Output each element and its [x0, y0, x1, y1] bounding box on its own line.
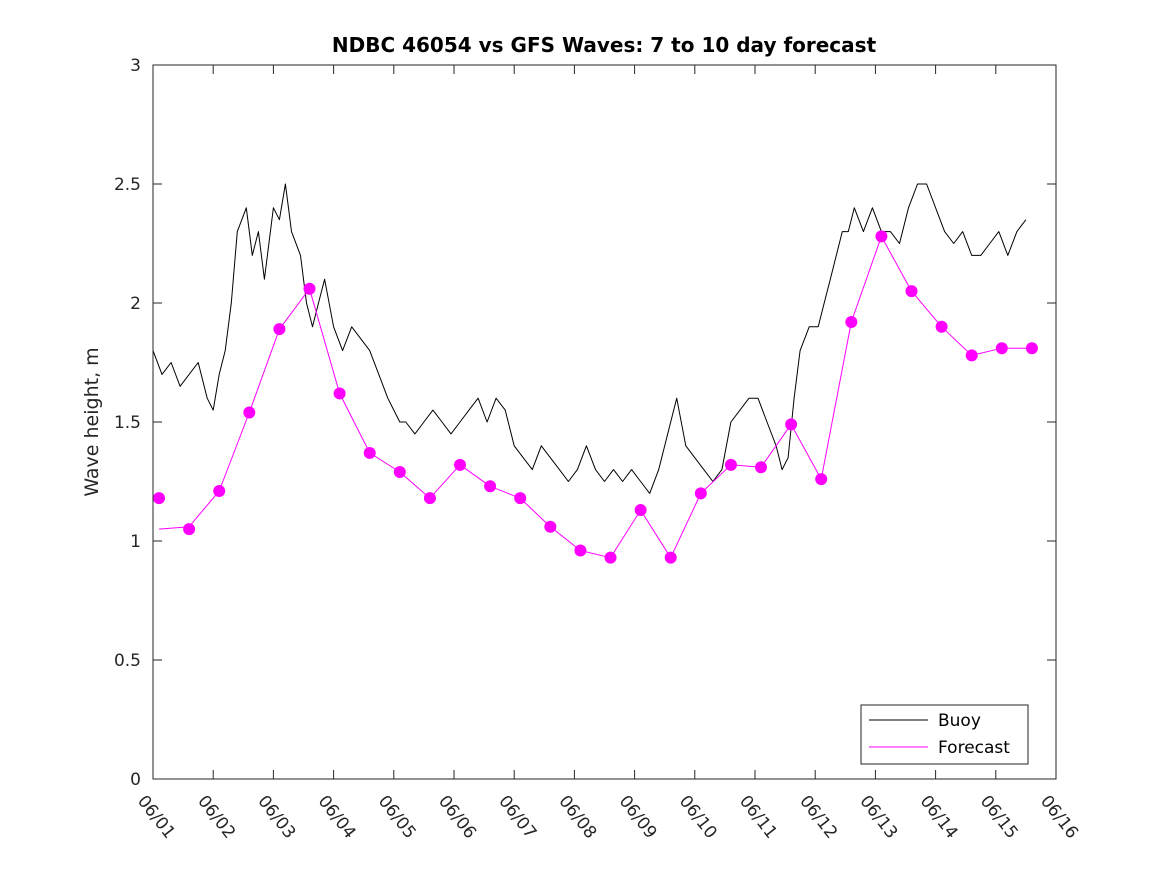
forecast-marker — [935, 320, 948, 333]
series-line-forecast — [158, 235, 1032, 559]
forecast-marker — [604, 551, 617, 564]
forecast-marker — [664, 551, 677, 564]
legend-forecast-label: Forecast — [938, 738, 1010, 758]
forecast-marker — [574, 544, 587, 557]
legend-box — [860, 704, 1029, 765]
forecast-marker — [905, 285, 918, 298]
forecast-marker — [1025, 342, 1038, 355]
chart-title: NDBC 46054 vs GFS Waves: 7 to 10 day for… — [332, 33, 877, 57]
forecast-marker — [183, 523, 196, 536]
forecast-marker — [303, 282, 316, 295]
forecast-marker — [153, 492, 166, 505]
forecast-marker — [875, 230, 888, 243]
y-tick-label: 0.5 — [114, 651, 141, 671]
y-tick-label: 3 — [130, 56, 141, 76]
forecast-marker — [755, 461, 768, 474]
y-axis: 0 0.5 1 1.5 2 2.5 3 — [114, 56, 1056, 790]
forecast-marker — [423, 492, 436, 505]
forecast-marker — [484, 480, 497, 493]
y-axis-label: Wave height, m — [81, 347, 103, 496]
forecast-marker — [273, 323, 286, 336]
y-tick-label: 1 — [130, 532, 141, 552]
forecast-marker — [454, 458, 467, 471]
forecast-marker — [514, 492, 527, 505]
forecast-marker — [333, 387, 346, 400]
forecast-markers — [153, 230, 1038, 564]
forecast-marker — [965, 349, 978, 362]
legend: Buoy Forecast — [860, 704, 1029, 765]
series-line-buoy — [152, 183, 1027, 494]
forecast-marker — [724, 458, 737, 471]
plot-lines — [152, 183, 1032, 559]
forecast-marker — [815, 473, 828, 486]
legend-buoy-label: Buoy — [938, 711, 981, 731]
forecast-marker — [363, 446, 376, 459]
forecast-marker — [544, 520, 557, 533]
forecast-marker — [634, 504, 647, 517]
forecast-marker — [785, 418, 798, 431]
forecast-marker — [694, 487, 707, 500]
y-tick-label: 0 — [130, 770, 141, 790]
forecast-marker — [995, 342, 1008, 355]
forecast-marker — [213, 485, 226, 498]
forecast-marker — [243, 406, 256, 419]
forecast-marker — [393, 465, 406, 478]
y-tick-label: 1.5 — [114, 413, 141, 433]
y-tick-label: 2 — [130, 294, 141, 314]
forecast-marker — [845, 316, 858, 329]
y-tick-label: 2.5 — [114, 175, 141, 195]
